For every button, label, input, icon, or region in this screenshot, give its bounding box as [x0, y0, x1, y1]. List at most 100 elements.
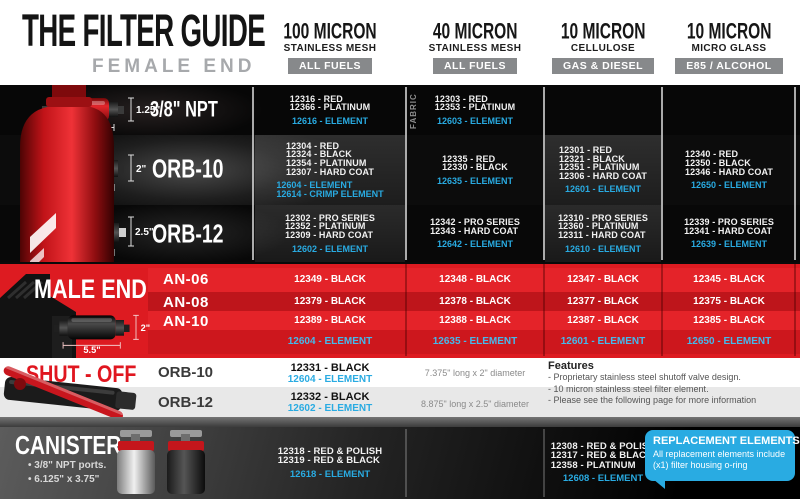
part-number: 12324 - BLACK [285, 149, 352, 160]
fabric-note: FABRIC [409, 93, 418, 129]
column-micron-label: 10 MICRON [686, 19, 772, 44]
divider [543, 429, 545, 497]
size-note: 7.375" long x 2" diameter [424, 368, 526, 378]
row-label-an06: AN-06 [163, 271, 209, 288]
cell-canister-100micron: 12318 - RED & POLISH 12319 - RED & BLACK … [255, 427, 405, 499]
divider [252, 87, 254, 260]
part-number: 12360 - PLATINUM [558, 221, 639, 232]
male-stripe [148, 292, 800, 311]
element-number: 12639 - ELEMENT [690, 239, 768, 250]
part-number: 12350 - BLACK [684, 157, 751, 168]
part-number: 12319 - RED & BLACK [277, 455, 380, 467]
column-header-40-micron: 40 MICRON STAINLESS MESH ALL FUELS [407, 19, 543, 74]
male-end-band: MALE END AN-06 AN-08 AN-10 2" 5.5" 12349… [0, 262, 800, 360]
column-micron-label: 40 MICRON [432, 19, 518, 44]
part-number: 12332 - BLACK [290, 391, 370, 403]
part-number: 12310 - PRO SERIES [558, 212, 648, 223]
cell-orb10-40micron: 12335 - RED 12330 - BLACK 12635 - ELEMENT [407, 135, 543, 205]
dim-height-label: 2.5" [135, 227, 154, 238]
element-number: 12610 - ELEMENT [564, 243, 642, 254]
part-number: 12331 - BLACK [290, 362, 370, 374]
cell-orb12-microglass: 12339 - PRO SERIES 12341 - HARD COAT 1263… [663, 205, 795, 262]
cell-male-microglass: 12345 - BLACK 12375 - BLACK 12385 - BLAC… [663, 264, 795, 360]
part-number: 12343 - HARD COAT [430, 225, 519, 236]
part-number: 12389 - BLACK [294, 315, 366, 326]
fuel-badge: GAS & DIESEL [551, 58, 655, 74]
row-label-shutoff-orb12: ORB-12 [158, 394, 214, 411]
dim-height-label: 2" [136, 164, 147, 175]
row-label-npt: 3/8" NPT [150, 97, 218, 122]
features-block: Features - Proprietary stainless steel s… [548, 360, 796, 407]
element-number: 12642 - ELEMENT [436, 239, 514, 250]
cell-male-cellulose: 12347 - BLACK 12377 - BLACK 12387 - BLAC… [545, 264, 661, 360]
feature-item: - 10 micron stainless steel filter eleme… [548, 383, 709, 394]
element-number: 12602 - ELEMENT [287, 403, 373, 414]
cell-orb12-40micron: 12342 - PRO SERIES 12343 - HARD COAT 1264… [407, 205, 543, 262]
element-number: 12635 - ELEMENT [432, 336, 518, 347]
part-number: 12366 - PLATINUM [289, 102, 371, 113]
header-band: THE FILTER GUIDE FEMALE END 100 MICRON S… [0, 0, 800, 85]
part-number: 12351 - PLATINUM [558, 162, 640, 173]
canister-title: CANISTER [15, 430, 122, 460]
part-number: 12309 - HARD COAT [285, 230, 374, 240]
divider [405, 87, 407, 260]
divider [794, 264, 796, 356]
shutoff-band: SHUT - OFF ORB-10 ORB-12 12331 - BLACK 1… [0, 358, 800, 420]
element-number: 12618 - ELEMENT [289, 468, 371, 480]
divider [661, 87, 663, 260]
part-number: 12321 - BLACK [558, 153, 625, 164]
male-black-filter-image: 2" 5.5" [53, 314, 151, 355]
part-number: 12358 - PLATINUM [550, 459, 636, 471]
element-number: 12635 - ELEMENT [436, 175, 514, 186]
element-number: 12608 - ELEMENT [562, 473, 644, 485]
part-number: 12346 - HARD COAT [684, 166, 774, 177]
part-number: 12379 - BLACK [294, 296, 366, 307]
part-number: 12388 - BLACK [439, 315, 511, 326]
element-number: 12602 - ELEMENT [291, 243, 369, 254]
row-label-an10: AN-10 [163, 313, 209, 330]
canister-bullet: • 6.125" x 3.75" [28, 474, 100, 485]
part-number: 12308 - RED & POLISH [550, 440, 656, 452]
part-number: 12316 - RED [289, 93, 343, 104]
cell-orb10-microglass: 12340 - RED 12350 - BLACK 12346 - HARD COA… [663, 135, 795, 205]
element-number: 12604 - ELEMENT [287, 374, 373, 385]
divider [794, 87, 796, 260]
row-label-orb10: ORB-10 [152, 154, 224, 184]
element-number: 12650 - ELEMENT [686, 336, 772, 347]
part-number: 12339 - PRO SERIES [684, 217, 774, 228]
canister-bullet: • 3/8" NPT ports. [28, 460, 107, 471]
column-micron-label: 10 MICRON [560, 19, 646, 44]
part-number: 12304 - RED [285, 140, 340, 151]
row-label-orb12: ORB-12 [152, 219, 224, 249]
part-number: 12302 - PRO SERIES [285, 212, 375, 223]
fuel-badge: E85 / ALCOHOL [675, 58, 783, 74]
fuel-badge: ALL FUELS [432, 58, 518, 74]
part-number: 12352 - PLATINUM [285, 221, 366, 232]
page-title-text: THE FILTER GUIDE [22, 5, 266, 56]
cell-canister-cellulose: 12308 - RED & POLISH 12317 - RED & BLACK 1… [545, 427, 661, 499]
column-header-10-micron-cellulose: 10 MICRON CELLULOSE GAS & DIESEL [545, 19, 661, 74]
part-number: 12317 - RED & BLACK [550, 450, 653, 462]
cell-male-100micron: 12349 - BLACK 12379 - BLACK 12389 - BLAC… [255, 264, 405, 360]
element-number: 12650 - ELEMENT [690, 180, 768, 191]
part-number: 12341 - HARD COAT [684, 225, 773, 236]
canister-band: CANISTER • 3/8" NPT ports. • 6.125" x 3.… [0, 427, 800, 499]
column-micron-label: 100 MICRON [283, 19, 377, 44]
part-number: 12387 - BLACK [567, 315, 639, 326]
replacement-elements-callout: REPLACEMENT ELEMENTS All replacement ele… [645, 430, 800, 489]
column-media-label: STAINLESS MESH [283, 43, 377, 54]
divider [405, 264, 407, 356]
cell-orb10-100micron: 12304 - RED 12324 - BLACK 12354 - PLATINUM… [255, 135, 405, 205]
page-title: THE FILTER GUIDE [22, 5, 390, 56]
element-number: 12616 - ELEMENT [291, 115, 369, 126]
element-number: 12603 - ELEMENT [436, 115, 514, 126]
dim-height-label: 2" [141, 323, 151, 333]
part-number: 12330 - BLACK [442, 162, 508, 173]
divider [405, 429, 407, 497]
column-media-label: CELLULOSE [570, 43, 636, 54]
element-number: 12604 - ELEMENT [287, 336, 373, 347]
feature-item: - Please see the following page for more… [548, 395, 757, 405]
